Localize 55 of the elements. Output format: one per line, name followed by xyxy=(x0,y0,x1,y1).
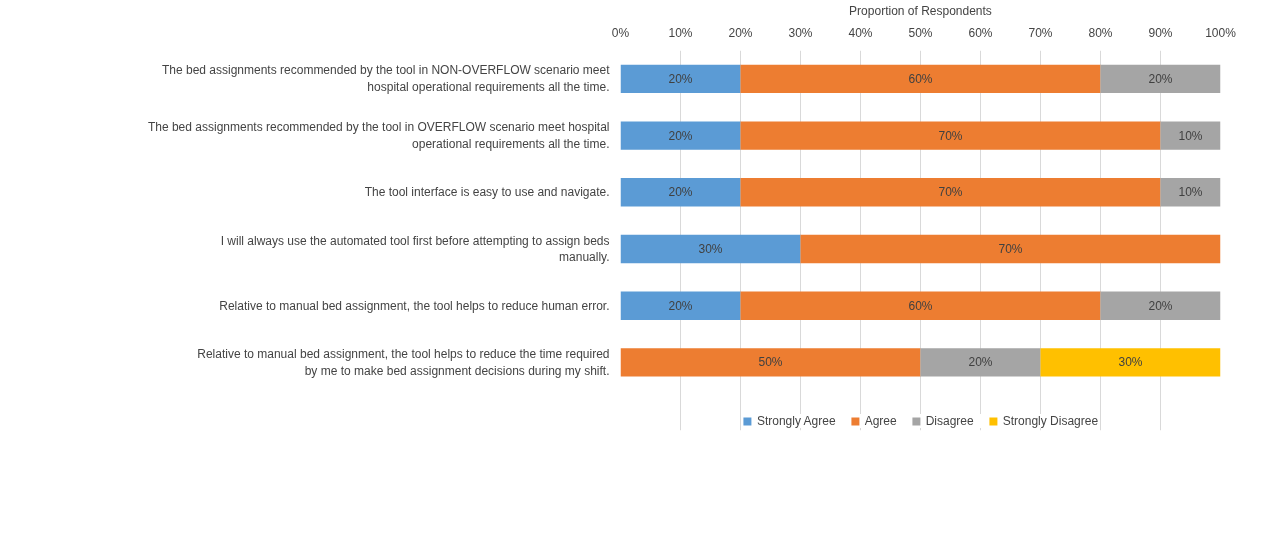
bar xyxy=(620,178,741,207)
data-label: 60% xyxy=(908,298,933,313)
x-tick-label: 70% xyxy=(1028,25,1053,40)
data-label: 20% xyxy=(668,71,693,86)
data-label: 20% xyxy=(968,355,993,370)
bar xyxy=(740,64,1101,94)
x-tick-label: 40% xyxy=(848,25,873,40)
y-tick-label: Relative to manual bed assignment, the tool helps to reduce the time required by me to make bed assignment decisions during my shift. xyxy=(197,347,610,378)
data-label: 20% xyxy=(668,128,693,143)
y-tick-label: Relative to manual bed assignment, the tool helps to reduce human error. xyxy=(219,298,610,313)
legend-label: Strongly Agree xyxy=(756,414,836,428)
bar xyxy=(800,234,1221,264)
data-label: 30% xyxy=(1118,355,1143,370)
bar xyxy=(920,348,1041,377)
x-tick-label: 10% xyxy=(668,25,693,40)
x-tick-label: 0% xyxy=(611,25,630,40)
data-label: 20% xyxy=(668,298,693,313)
data-label: 60% xyxy=(908,71,933,86)
y-tick-label: I will always use the automated tool first before attempting to assign beds manually. xyxy=(220,233,610,265)
data-label: 70% xyxy=(998,242,1023,257)
bar xyxy=(740,121,1161,150)
data-label: 50% xyxy=(758,355,783,370)
legend-label: Agree xyxy=(864,414,897,428)
bar xyxy=(620,121,741,150)
x-tick-label: 30% xyxy=(788,25,813,40)
data-label: 10% xyxy=(1178,128,1203,143)
bar xyxy=(740,178,1161,207)
x-tick-label: 60% xyxy=(968,25,993,40)
data-label: 70% xyxy=(938,185,963,200)
x-tick-label: 80% xyxy=(1088,25,1113,40)
data-label: 30% xyxy=(698,242,723,257)
bar xyxy=(620,64,741,94)
x-tick-label: 90% xyxy=(1148,25,1173,40)
data-label: 10% xyxy=(1178,185,1203,200)
bar xyxy=(1040,348,1221,377)
bar xyxy=(1100,291,1221,320)
x-tick-label: 20% xyxy=(728,25,753,40)
x-tick-label: 50% xyxy=(908,25,933,40)
bar xyxy=(620,348,921,377)
x-tick-label: 100% xyxy=(1205,25,1237,40)
bar xyxy=(620,234,801,264)
y-tick-label: The tool interface is easy to use and navigate. xyxy=(364,185,610,200)
legend-label: Strongly Disagree xyxy=(1002,414,1099,428)
y-tick-label: The bed assignments recommended by the tool in OVERFLOW scenario meet hospital operational requirements all the time. xyxy=(147,120,610,151)
bar xyxy=(740,291,1101,320)
y-tick-label: The bed assignments recommended by the tool in NON-OVERFLOW scenario meet hospital operational requirements all the time. xyxy=(161,63,611,95)
data-label: 20% xyxy=(668,185,693,200)
bar xyxy=(1160,121,1221,150)
x-axis-title: Proportion of Respondents xyxy=(849,3,992,18)
bar xyxy=(620,291,741,320)
data-label: 20% xyxy=(1148,71,1173,86)
data-label: 20% xyxy=(1148,298,1173,313)
data-label: 70% xyxy=(938,128,963,143)
bar xyxy=(1100,64,1221,94)
legend-label: Disagree xyxy=(925,414,974,428)
